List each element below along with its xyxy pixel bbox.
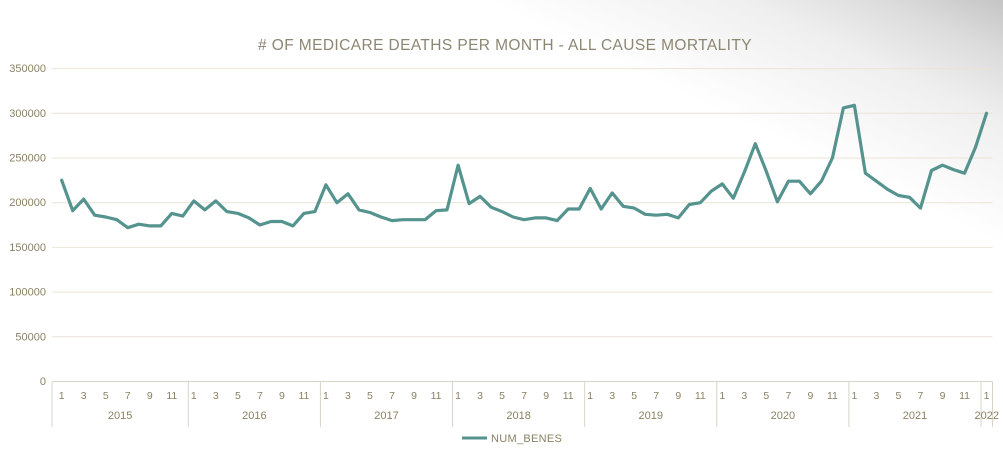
month-tick-label: 3 bbox=[741, 390, 747, 402]
month-tick-label: 1 bbox=[984, 390, 990, 402]
month-tick-label: 7 bbox=[918, 390, 924, 402]
legend-label: NUM_BENES bbox=[491, 433, 562, 445]
gridlines bbox=[52, 68, 993, 382]
month-tick-label: 5 bbox=[631, 390, 637, 402]
y-tick-label: 200000 bbox=[9, 197, 46, 209]
month-tick-label: 7 bbox=[125, 390, 131, 402]
month-tick-label: 5 bbox=[499, 390, 505, 402]
month-tick-label: 3 bbox=[609, 390, 615, 402]
month-tick-label: 11 bbox=[959, 390, 970, 402]
year-label: 2019 bbox=[638, 410, 662, 422]
month-tick-label: 7 bbox=[257, 390, 263, 402]
month-tick-label: 9 bbox=[675, 390, 681, 402]
month-tick-label: 3 bbox=[213, 390, 219, 402]
year-label: 2021 bbox=[903, 410, 927, 422]
y-tick-label: 50000 bbox=[15, 331, 46, 343]
month-tick-label: 3 bbox=[477, 390, 483, 402]
chart-title: # OF MEDICARE DEATHS PER MONTH - ALL CAU… bbox=[258, 37, 752, 54]
year-label: 2017 bbox=[374, 410, 398, 422]
month-tick-label: 9 bbox=[940, 390, 946, 402]
y-tick-label: 350000 bbox=[9, 63, 46, 75]
year-label: 2020 bbox=[771, 410, 795, 422]
month-tick-label: 7 bbox=[785, 390, 791, 402]
month-tick-label: 1 bbox=[59, 390, 65, 402]
month-tick-label: 1 bbox=[191, 390, 197, 402]
legend[interactable]: NUM_BENES bbox=[462, 433, 562, 445]
month-tick-label: 7 bbox=[389, 390, 395, 402]
month-tick-label: 9 bbox=[543, 390, 549, 402]
month-tick-label: 11 bbox=[827, 390, 838, 402]
y-tick-label: 100000 bbox=[9, 287, 46, 299]
month-tick-label: 3 bbox=[345, 390, 351, 402]
year-label: 2016 bbox=[242, 410, 266, 422]
month-tick-label: 9 bbox=[807, 390, 813, 402]
month-tick-label: 5 bbox=[896, 390, 902, 402]
month-tick-label: 5 bbox=[103, 390, 109, 402]
month-tick-label: 3 bbox=[81, 390, 87, 402]
series-line-num-benes bbox=[60, 103, 989, 230]
month-tick-label: 9 bbox=[279, 390, 285, 402]
y-tick-label: 300000 bbox=[9, 108, 46, 120]
month-tick-label: 9 bbox=[411, 390, 417, 402]
month-tick-label: 11 bbox=[431, 390, 442, 402]
month-tick-label: 5 bbox=[235, 390, 241, 402]
year-label: 2015 bbox=[108, 410, 132, 422]
month-tick-label: 7 bbox=[653, 390, 659, 402]
year-label: 2018 bbox=[506, 410, 530, 422]
month-tick-label: 3 bbox=[874, 390, 880, 402]
month-tick-label: 5 bbox=[763, 390, 769, 402]
month-tick-label: 1 bbox=[455, 390, 461, 402]
y-tick-label: 0 bbox=[40, 376, 46, 388]
month-tick-label: 1 bbox=[851, 390, 857, 402]
month-tick-label: 1 bbox=[719, 390, 725, 402]
y-axis: 0 50000 100000 150000 200000 250000 300000 3500… bbox=[9, 63, 46, 388]
y-tick-label: 150000 bbox=[9, 242, 46, 254]
month-tick-label: 11 bbox=[695, 390, 706, 402]
month-tick-label: 7 bbox=[521, 390, 527, 402]
month-tick-label: 11 bbox=[298, 390, 309, 402]
month-tick-label: 11 bbox=[166, 390, 177, 402]
month-tick-label: 1 bbox=[587, 390, 593, 402]
year-label: 2022 bbox=[975, 410, 999, 422]
month-tick-label: 1 bbox=[323, 390, 329, 402]
month-tick-label: 5 bbox=[367, 390, 373, 402]
y-tick-label: 250000 bbox=[9, 153, 46, 165]
month-tick-label: 11 bbox=[563, 390, 574, 402]
month-tick-label: 9 bbox=[147, 390, 153, 402]
series-group bbox=[60, 103, 989, 230]
